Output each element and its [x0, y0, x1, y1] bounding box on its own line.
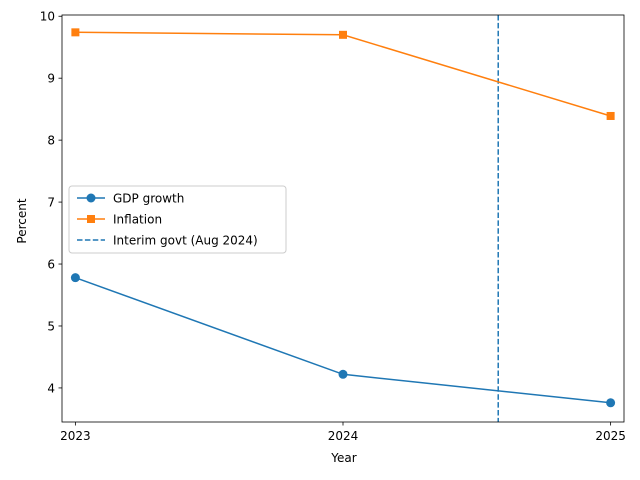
- y-tick-label: 6: [47, 258, 55, 272]
- legend-marker: [87, 215, 95, 223]
- x-axis-label: Year: [330, 451, 356, 465]
- legend-entry: GDP growth: [77, 192, 184, 206]
- y-tick-label: 9: [47, 72, 55, 86]
- legend-label: Interim govt (Aug 2024): [113, 234, 258, 248]
- legend: GDP growth Inflation Interim govt (Aug 202…: [68, 185, 287, 254]
- x-axis: 2023 2024 2025: [60, 422, 626, 443]
- legend-box: [68, 185, 287, 254]
- legend-label: GDP growth: [113, 192, 184, 206]
- data-point: [71, 28, 80, 37]
- data-point: [70, 273, 80, 283]
- data-point: [339, 30, 347, 39]
- y-tick-label: 8: [47, 134, 55, 148]
- series-line-1: [75, 31, 611, 117]
- legend-entry: Interim govt (Aug 2024): [77, 234, 258, 248]
- y-axis-label: Percent: [15, 198, 29, 243]
- data-point: [338, 369, 348, 379]
- y-tick-label: 5: [47, 319, 55, 333]
- x-tick-label: 2024: [328, 429, 359, 443]
- plot-area: [61, 14, 625, 423]
- data-point: [606, 111, 615, 120]
- data-point: [606, 398, 616, 408]
- legend-entry: Inflation: [77, 213, 162, 227]
- y-tick-label: 10: [40, 10, 55, 24]
- y-tick-label: 4: [47, 381, 55, 395]
- x-tick-label: 2023: [60, 429, 91, 443]
- legend-marker: [86, 193, 96, 203]
- y-axis: 4 5 6 7 8 9 10: [40, 10, 62, 395]
- y-tick-label: 7: [47, 196, 55, 210]
- legend-label: Inflation: [113, 213, 162, 227]
- x-tick-label: 2025: [595, 429, 626, 443]
- series-line-0: [75, 276, 611, 404]
